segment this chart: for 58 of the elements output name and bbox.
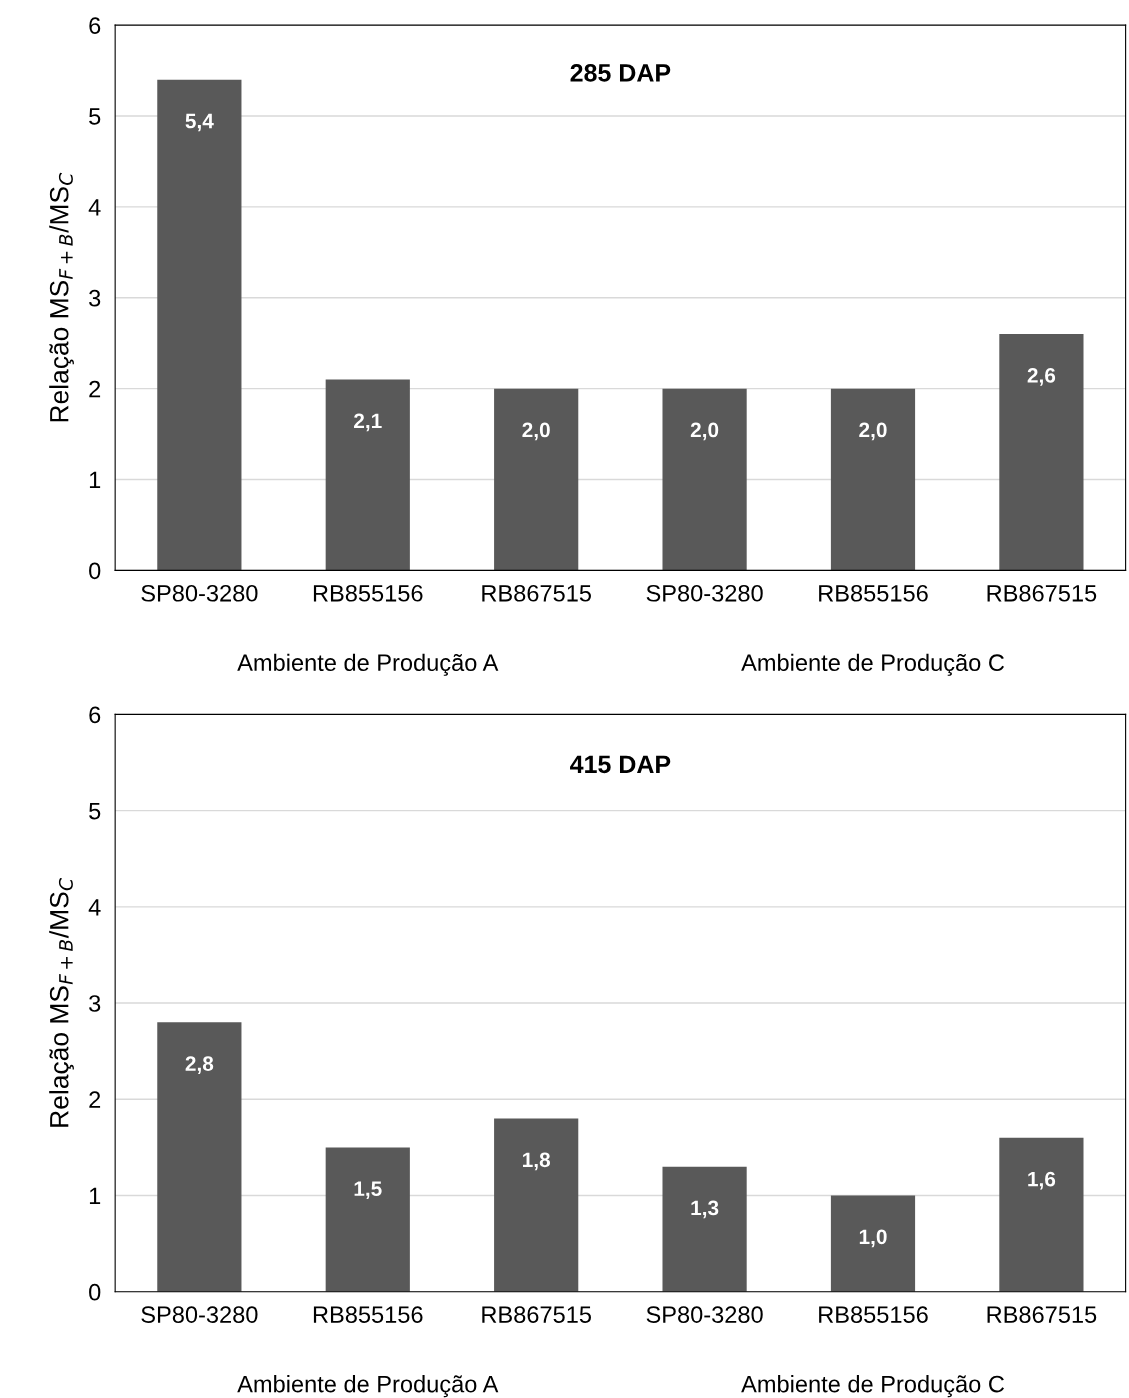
bar [999, 1137, 1084, 1292]
y-tick-label: 5 [89, 108, 101, 125]
x-tick-label: RB855156 [313, 584, 423, 602]
data-label: 1,0 [859, 1229, 887, 1248]
bar [830, 1195, 916, 1292]
text: 415 DAP [570, 755, 671, 774]
text: Ambiente de Produção A [237, 1375, 499, 1398]
y-tick-label: 0 [89, 562, 101, 580]
bar [494, 388, 579, 571]
data-label: 1,8 [523, 1152, 551, 1171]
x-tick-label: RB867515 [987, 1306, 1097, 1323]
text: 285 DAP [570, 63, 671, 82]
bar [157, 1022, 242, 1292]
y-axis-title: Relação MS$_{F+B}$/MS$_{C}$ [49, 878, 74, 1127]
bar [325, 1147, 410, 1292]
bar [662, 388, 747, 571]
y-tick-label: 3 [89, 995, 101, 1012]
x-tick-label: RB867515 [482, 1306, 591, 1323]
y-tick-label: 2 [89, 380, 101, 398]
x-tick-label: SP80-3280 [646, 1306, 763, 1323]
x-tick-label: RB855156 [313, 1306, 423, 1323]
text: Ambiente de Produção A [237, 653, 499, 676]
data-label: 1,5 [354, 1181, 382, 1200]
y-tick-label: 6 [89, 17, 101, 34]
bar [325, 379, 410, 571]
bar [494, 1118, 579, 1292]
x-tick-label: SP80-3280 [141, 584, 258, 602]
data-label: 5,4 [185, 113, 214, 132]
data-label: 2,0 [690, 422, 719, 441]
x-tick-label: RB867515 [987, 584, 1097, 602]
y-tick-label: 1 [89, 471, 101, 489]
y-tick-label: 3 [89, 289, 101, 307]
y-axis-title: Relação MS$_{F+B}$/MS$_{C}$ [49, 172, 74, 422]
bar [999, 334, 1084, 571]
data-label: 1,3 [691, 1200, 719, 1219]
x-tick-label: RB855156 [819, 1306, 928, 1323]
x-tick-label: SP80-3280 [646, 584, 763, 602]
x-tick-label: RB855156 [819, 584, 928, 602]
y-tick-label: 5 [89, 802, 101, 820]
y-tick-label: 4 [88, 899, 101, 916]
data-label: 2,8 [185, 1056, 214, 1074]
data-label: 2,0 [859, 422, 887, 441]
y-tick-label: 4 [88, 199, 101, 216]
data-label: 1,6 [1028, 1171, 1056, 1190]
y-tick-label: 6 [89, 706, 101, 724]
y-tick-label: 0 [89, 1283, 101, 1301]
bar [157, 79, 242, 571]
data-label: 2,6 [1027, 368, 1056, 386]
y-tick-label: 2 [89, 1091, 101, 1108]
text: Ambiente de Produção C [741, 1375, 1005, 1398]
y-tick-label: 1 [89, 1187, 101, 1205]
x-tick-label: RB867515 [482, 584, 591, 602]
data-label: 2,0 [522, 422, 550, 441]
x-tick-label: SP80-3280 [141, 1306, 258, 1323]
data-label: 2,1 [354, 413, 382, 432]
bar [830, 388, 916, 571]
bar [662, 1166, 747, 1292]
text: Ambiente de Produção C [741, 653, 1005, 676]
